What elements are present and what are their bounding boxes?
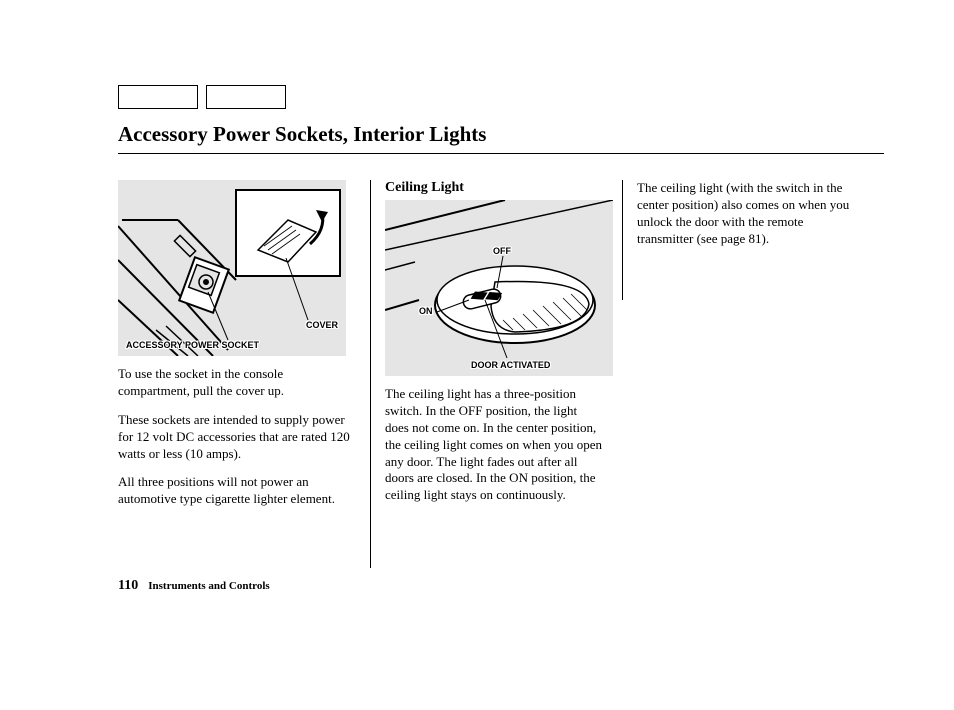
col1-p3: All three positions will not power an au… [118, 474, 352, 508]
figure-ceiling-light: OFF ON DOOR ACTIVATED [385, 200, 613, 376]
ceiling-light-illustration [385, 200, 613, 376]
page-footer: 110 Instruments and Controls [118, 576, 270, 594]
page-title: Accessory Power Sockets, Interior Lights [118, 122, 884, 154]
header-box-2 [206, 85, 286, 109]
page-number: 110 [118, 578, 138, 593]
label-cover: COVER [306, 320, 338, 330]
label-accessory-socket: ACCESSORY POWER SOCKET [126, 340, 259, 350]
ceiling-light-heading: Ceiling Light [385, 180, 604, 196]
col1-p2: These sockets are intended to supply pow… [118, 412, 352, 463]
header-boxes [118, 85, 286, 109]
content-columns: ACCESSORY POWER SOCKET COVER To use the … [118, 180, 884, 568]
label-on: ON [419, 306, 433, 316]
manual-page: Accessory Power Sockets, Interior Lights [0, 0, 954, 710]
col2-p1: The ceiling light has a three-position s… [385, 386, 604, 504]
label-door-activated: DOOR ACTIVATED [471, 360, 550, 370]
col3-p1: The ceiling light (with the switch in th… [637, 180, 856, 248]
col1-p1: To use the socket in the console compart… [118, 366, 352, 400]
column-2: Ceiling Light [370, 180, 618, 568]
column-1: ACCESSORY POWER SOCKET COVER To use the … [118, 180, 366, 568]
label-off: OFF [493, 246, 511, 256]
header-box-1 [118, 85, 198, 109]
figure-power-socket: ACCESSORY POWER SOCKET COVER [118, 180, 346, 356]
section-name: Instruments and Controls [148, 580, 269, 592]
column-3: The ceiling light (with the switch in th… [622, 180, 870, 300]
